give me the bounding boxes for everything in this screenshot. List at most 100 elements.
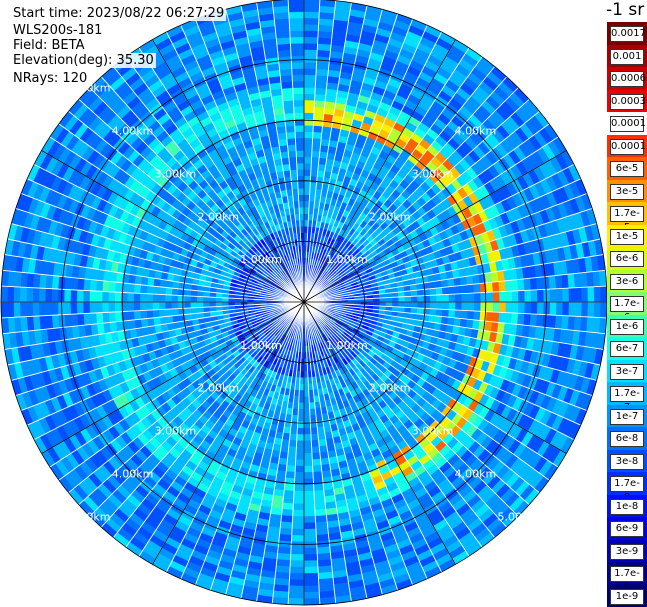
heatmap-cell [202, 296, 210, 303]
heatmap-cell [13, 301, 21, 318]
heatmap-cell [165, 287, 173, 296]
heatmap-cell [310, 433, 319, 441]
heatmap-cell [295, 446, 305, 454]
heatmap-cell [152, 301, 160, 311]
heatmap-cell [289, 566, 305, 574]
heatmap-cell [303, 534, 317, 543]
heatmap-cell [492, 291, 500, 303]
heatmap-cell [13, 286, 21, 303]
heatmap-cell [454, 285, 462, 295]
heatmap-cell [315, 68, 329, 77]
heatmap-cell [524, 301, 532, 315]
heatmap-cell [283, 490, 295, 498]
heatmap-cell [297, 408, 305, 416]
heatmap-cell [593, 286, 601, 303]
heatmap-cell [315, 62, 330, 70]
heatmap-cell [429, 287, 437, 296]
heatmap-cell [158, 294, 166, 303]
heatmap-cell [310, 427, 319, 435]
heatmap-cell [309, 414, 317, 423]
heatmap-cell [429, 301, 437, 310]
heatmap-cell [312, 131, 323, 140]
heatmap-cell [416, 307, 425, 315]
heatmap-cell [505, 290, 513, 303]
heatmap-cell [555, 301, 564, 316]
heatmap-cell [288, 585, 305, 593]
heatmap-cell [303, 125, 314, 133]
heatmap-cell [319, 451, 329, 460]
heatmap-cell [473, 310, 481, 321]
heatmap-cell [303, 446, 313, 454]
heatmap-cell [165, 308, 173, 317]
heatmap-cell [114, 311, 123, 323]
heatmap-cell [303, 497, 315, 505]
heatmap-cell [287, 446, 297, 454]
heatmap-cell [303, 427, 312, 435]
heatmap-cell [310, 163, 319, 171]
heatmap-cell [289, 427, 298, 435]
heatmap-cell [311, 144, 321, 152]
heatmap-cell [183, 289, 192, 297]
heatmap-cell [76, 313, 85, 327]
heatmap-cell [448, 301, 456, 311]
heatmap-cell [298, 402, 305, 410]
heatmap-cell [38, 287, 46, 303]
heatmap-cell [303, 566, 319, 574]
heatmap-cell [303, 459, 313, 467]
heatmap-cell [290, 541, 305, 549]
heatmap-cell [44, 301, 53, 316]
heatmap-cell [467, 301, 475, 312]
heatmap-cell [293, 490, 305, 498]
heatmap-cell [164, 301, 172, 310]
heatmap-cell [303, 509, 316, 517]
heatmap-cell [311, 156, 320, 165]
heatmap-cell [600, 285, 608, 303]
heatmap-cell [190, 295, 198, 303]
heatmap-cell [311, 150, 321, 158]
heatmap-cell [309, 181, 317, 190]
heatmap-cell [587, 286, 595, 303]
heatmap-cell [303, 49, 318, 57]
heatmap-cell [311, 439, 320, 448]
heatmap-cell [529, 313, 538, 327]
heatmap-cell [183, 307, 192, 315]
heatmap-cell [279, 527, 293, 536]
heatmap-cell [291, 528, 305, 536]
heatmap-cell [315, 534, 330, 542]
heatmap-cell [303, 434, 312, 442]
heatmap-cell [311, 446, 321, 454]
heatmap-cell [429, 308, 437, 317]
heatmap-cell [549, 288, 557, 303]
heatmap-cell [486, 301, 494, 313]
heatmap-cell [435, 287, 443, 296]
heatmap-cell [196, 296, 204, 303]
heatmap-cell [51, 301, 59, 316]
heatmap-cell [536, 289, 545, 303]
heatmap-cell [303, 453, 313, 461]
heatmap-cell [303, 408, 311, 416]
heatmap-cell [442, 301, 450, 310]
heatmap-cell [303, 541, 318, 549]
heatmap-cell [146, 285, 154, 295]
heatmap-cell [288, 439, 297, 448]
heatmap-cell [0, 285, 8, 303]
heatmap-cell [315, 74, 329, 83]
heatmap-cell [303, 181, 311, 189]
heatmap-cell [19, 301, 27, 318]
heatmap-cell [114, 291, 122, 303]
heatmap-cell [416, 289, 425, 297]
heatmap-cell [436, 294, 444, 303]
heatmap-cell [555, 288, 564, 303]
heatmap-cell [314, 81, 328, 89]
heatmap-cell [303, 579, 320, 587]
heatmap-cell [288, 579, 305, 587]
heatmap-cell [313, 496, 326, 504]
heatmap-cell [303, 465, 314, 473]
heatmap-cell [102, 280, 110, 293]
heatmap-cell [95, 279, 104, 292]
heatmap-cell [492, 301, 500, 313]
heatmap-cell [312, 137, 322, 146]
heatmap-cell [504, 312, 513, 325]
heatmap-cell [303, 490, 315, 498]
